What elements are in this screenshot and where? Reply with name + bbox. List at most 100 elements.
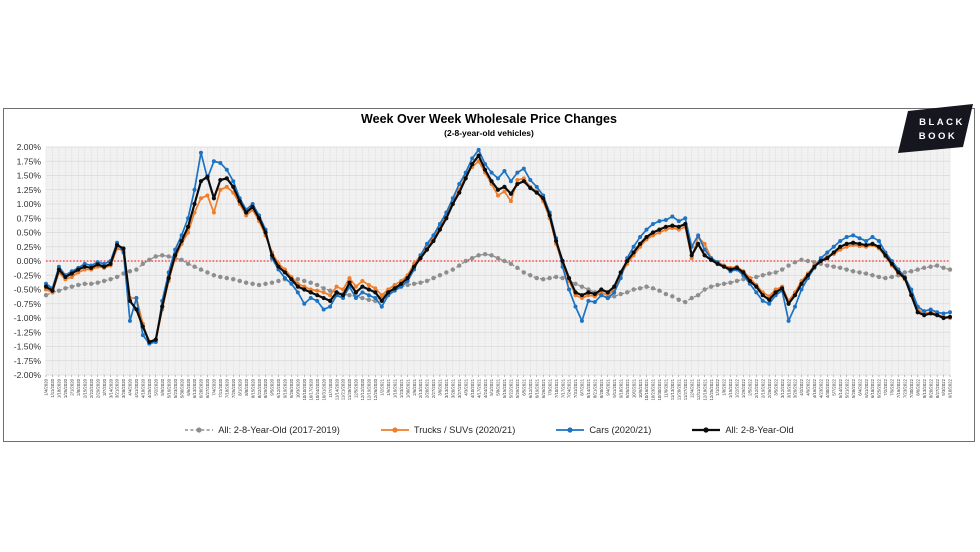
data-point bbox=[282, 270, 288, 275]
data-point bbox=[243, 280, 249, 285]
data-point bbox=[676, 297, 681, 302]
chart-header: Week Over Week Wholesale Price Changes (… bbox=[4, 112, 974, 138]
data-point bbox=[831, 250, 836, 255]
data-point bbox=[715, 282, 720, 288]
data-point bbox=[838, 265, 843, 271]
data-point bbox=[948, 310, 952, 315]
data-point bbox=[947, 314, 953, 319]
data-point bbox=[935, 310, 940, 315]
data-point bbox=[760, 293, 765, 298]
data-point bbox=[850, 269, 856, 274]
data-point bbox=[366, 287, 371, 292]
data-point bbox=[754, 274, 759, 280]
data-point bbox=[586, 293, 591, 298]
x-tick-label: 9/11/2021 bbox=[612, 378, 617, 397]
x-tick-label: 4/11/2020 bbox=[134, 378, 139, 397]
x-tick-label: 1/4/2020 bbox=[44, 378, 49, 395]
x-tick-label: 6/5/2021 bbox=[522, 378, 527, 395]
data-point bbox=[521, 176, 526, 181]
data-point bbox=[502, 168, 507, 173]
x-tick-label: 2/12/2022 bbox=[754, 378, 759, 398]
data-point bbox=[579, 318, 584, 323]
x-tick-label: 6/18/2022 bbox=[870, 378, 875, 398]
x-tick-label: 5/29/2021 bbox=[515, 378, 520, 398]
data-point bbox=[864, 239, 869, 244]
y-tick-label: 2.00% bbox=[17, 142, 42, 152]
data-point bbox=[812, 259, 817, 265]
data-point bbox=[327, 288, 333, 293]
data-point bbox=[418, 256, 423, 261]
data-point bbox=[102, 261, 107, 266]
data-point bbox=[941, 315, 946, 321]
y-tick-label: -1.75% bbox=[14, 356, 42, 366]
data-point bbox=[224, 275, 229, 281]
data-point bbox=[650, 221, 655, 226]
data-point bbox=[676, 227, 681, 232]
data-point bbox=[702, 241, 707, 246]
data-point bbox=[625, 258, 630, 264]
x-tick-label: 4/2/2022 bbox=[799, 378, 804, 395]
wholesale-price-chart: 2.00% 1.75% 1.50% 1.25% 1.00% 0.75% 0.50% 0.25%… bbox=[14, 142, 953, 401]
x-tick-label: 5/16/2020 bbox=[166, 378, 171, 398]
data-point bbox=[573, 304, 578, 309]
data-point bbox=[909, 269, 914, 274]
data-point bbox=[792, 293, 798, 298]
data-point bbox=[237, 199, 242, 204]
data-point bbox=[43, 284, 49, 289]
data-point bbox=[715, 261, 720, 266]
data-point bbox=[547, 213, 552, 218]
data-point bbox=[889, 274, 895, 280]
data-point bbox=[457, 182, 462, 187]
data-point bbox=[831, 244, 836, 249]
y-tick-label: 1.50% bbox=[17, 171, 42, 181]
x-tick-label: 9/12/2020 bbox=[276, 378, 281, 398]
data-point bbox=[502, 189, 507, 194]
data-point bbox=[198, 196, 203, 201]
data-point bbox=[612, 294, 617, 299]
data-point bbox=[708, 284, 714, 289]
data-point bbox=[644, 234, 649, 240]
data-point bbox=[392, 286, 397, 291]
y-tick-label: -1.25% bbox=[14, 327, 42, 337]
data-point bbox=[56, 267, 62, 272]
data-point bbox=[547, 275, 552, 281]
x-tick-label: 3/12/2022 bbox=[780, 378, 785, 398]
black-book-logo-shape bbox=[898, 104, 973, 153]
data-point bbox=[592, 291, 597, 297]
x-tick-label: 8/13/2022 bbox=[922, 378, 927, 398]
data-point bbox=[405, 282, 410, 288]
y-tick-label: -2.00% bbox=[14, 370, 42, 380]
data-point bbox=[870, 235, 875, 240]
data-point bbox=[127, 318, 132, 323]
x-tick-label: 10/9/2021 bbox=[638, 378, 643, 398]
data-point bbox=[353, 284, 358, 289]
data-point bbox=[773, 270, 778, 275]
data-point bbox=[851, 233, 856, 238]
x-tick-label: 10/31/2020 bbox=[321, 378, 326, 400]
x-tick-label: 9/3/2022 bbox=[941, 378, 946, 395]
data-point bbox=[618, 291, 623, 297]
data-point bbox=[857, 236, 862, 241]
data-point bbox=[702, 247, 707, 252]
data-point bbox=[760, 298, 765, 303]
data-point bbox=[476, 153, 481, 158]
data-point bbox=[921, 265, 927, 271]
x-tick-label: 1/30/2021 bbox=[405, 378, 410, 398]
data-point bbox=[792, 259, 798, 265]
legend-marker-cars bbox=[556, 427, 585, 433]
data-point bbox=[140, 261, 146, 267]
data-point bbox=[379, 298, 384, 303]
data-point bbox=[476, 147, 481, 152]
data-point bbox=[838, 239, 843, 244]
data-point bbox=[114, 242, 120, 248]
y-tick-label: 1.25% bbox=[17, 185, 42, 195]
data-point bbox=[437, 227, 442, 232]
x-tick-label: 6/20/2020 bbox=[199, 378, 204, 398]
x-tick-label: 3/26/2022 bbox=[793, 378, 798, 398]
x-tick-label: 4/18/2020 bbox=[141, 378, 146, 398]
x-tick-label: 2/22/2020 bbox=[89, 378, 94, 398]
x-tick-label: 1/18/2020 bbox=[57, 378, 62, 398]
data-point bbox=[360, 278, 365, 283]
x-tick-label: 2/27/2021 bbox=[431, 378, 436, 398]
data-point bbox=[754, 290, 759, 295]
